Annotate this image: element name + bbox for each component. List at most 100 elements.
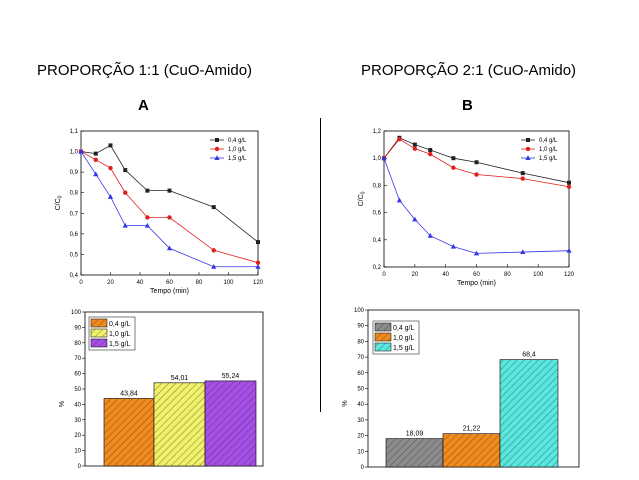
A-line-legend-marker-3	[214, 155, 220, 160]
B-line-x-tick-label: 60	[473, 272, 480, 278]
B-bar-y-tick-label: 0	[361, 465, 365, 471]
A-line-series-1-point	[167, 188, 172, 193]
A-line-y-axis-label: C/C0	[55, 195, 64, 210]
A-bar-legend-label-3: 1,5 g/L	[109, 341, 131, 348]
A-line-y-tick-label: 0,5	[70, 252, 79, 258]
A-bar-bar-value-label-2: 54,01	[171, 375, 189, 382]
A-line-series-3-point	[93, 171, 99, 177]
A-line-series-2-point	[93, 157, 98, 162]
B-line-series-2-point	[474, 172, 479, 177]
B-line-series-1-point	[474, 160, 479, 165]
B-line-series-3-point	[450, 243, 456, 249]
A-line-y-tick-label: 1,1	[70, 129, 79, 135]
A-line-x-tick-label: 80	[196, 280, 203, 286]
A-line-y-tick-label: 1,0	[70, 150, 79, 156]
heading-left: PROPORÇÃO 1:1 (CuO-Amido)	[37, 62, 253, 79]
B-line-series-3-point	[396, 197, 403, 203]
B-bar-y-tick-label: 60	[357, 371, 364, 377]
A-line-series-3-point	[122, 222, 128, 228]
B-line-series-2-point	[520, 176, 525, 181]
B-line-legend-marker-3	[525, 155, 531, 160]
B-line-series-3-point	[427, 232, 433, 238]
B-line-y-tick-label: 0,2	[373, 265, 382, 271]
B-line-x-tick-label: 80	[504, 272, 511, 278]
A-bar-bar-hatch-2	[154, 382, 205, 466]
A-bar-y-axis-label: %	[59, 401, 66, 407]
B-line-series-3-point	[412, 216, 418, 222]
A-line-series-line-3	[80, 151, 258, 268]
A-line-plot-frame	[80, 130, 259, 276]
A-line-x-tick-label: 120	[253, 280, 264, 286]
B-bar-bar-value-label-1: 18,09	[406, 431, 424, 438]
B-line-series-line-2	[383, 138, 570, 188]
B-bar-y-tick-label: 100	[354, 308, 365, 314]
A-line-legend-label-3: 1,5 g/L	[228, 156, 247, 162]
B-bar-y-tick-label: 40	[357, 402, 364, 408]
B-line-y-tick-label: 1,0	[373, 156, 382, 162]
A-line-series-3-point	[211, 263, 217, 269]
B-line-series-2-point	[397, 136, 402, 142]
B-line-y-tick-label: 0,4	[373, 238, 382, 244]
B-bar-bar-hatch-2	[443, 433, 500, 467]
B-line-series-3-point	[473, 250, 480, 256]
A-bar-y-tick-label: 20	[74, 433, 81, 439]
A-line-y-tick-label: 0,9	[70, 170, 79, 176]
B-line-x-tick-label: 120	[564, 272, 575, 278]
B-bar-y-tick-label: 80	[357, 339, 364, 345]
A-line-series-1-point	[211, 205, 216, 210]
B-bar-bar-value-label-2: 21,22	[463, 426, 481, 433]
A-bar-legend-label-1: 0,4 g/L	[109, 321, 131, 328]
B-line-series-1-point	[520, 171, 525, 176]
B-line-x-tick-label: 100	[533, 272, 544, 278]
A-line-x-tick-label: 100	[223, 280, 234, 286]
A-line-series-1-point	[256, 240, 260, 245]
B-line-x-tick-label: 40	[442, 272, 449, 278]
B-line-legend-label-1: 0,4 g/L	[539, 138, 558, 144]
B-line-y-tick-label: 0,6	[373, 211, 382, 217]
B-bar-legend-label-3: 1,5 g/L	[393, 345, 415, 352]
A-line-legend-label-1: 0,4 g/L	[228, 138, 247, 144]
B-bar-legend-swatch-hatch-1	[375, 323, 391, 331]
B-bar-bar-value-label-3: 68,4	[522, 352, 536, 359]
A-bar-y-tick-label: 30	[74, 418, 81, 424]
B-line-x-axis-label: Tempo (min)	[457, 280, 496, 287]
A-bar-bar-hatch-1	[104, 398, 154, 466]
B-bar-y-tick-label: 90	[357, 324, 364, 330]
A-bar-legend-swatch-hatch-2	[91, 329, 107, 337]
A-line-series-2-point	[145, 215, 150, 220]
A-line-series-3-point	[107, 194, 114, 199]
A-line-series-2-point	[255, 260, 261, 265]
B-line-y-tick-label: 1,2	[373, 129, 382, 135]
A-bar-bar-value-label-3: 55,24	[222, 373, 240, 380]
B-line-plot-frame	[383, 130, 570, 268]
A-line-legend-marker-1	[215, 138, 219, 142]
B-line-x-tick-label: 20	[411, 272, 418, 278]
label-b: B	[462, 97, 473, 114]
A-bar-y-tick-label: 60	[74, 372, 81, 378]
A-bar-y-tick-label: 10	[74, 449, 81, 455]
A-bar-y-tick-label: 80	[74, 341, 81, 347]
B-bar-legend-frame	[372, 320, 420, 355]
B-bar-legend-label-1: 0,4 g/L	[393, 325, 415, 332]
A-line-series-1-point	[123, 168, 128, 173]
A-line-series-3-point	[166, 245, 173, 251]
B-bar-legend-label-2: 1,0 g/L	[393, 335, 415, 342]
B-line-series-line-3	[383, 158, 570, 254]
B-bar-bar-hatch-3	[500, 359, 558, 467]
A-line-series-3-point	[255, 263, 261, 269]
A-bar-y-tick-label: 100	[71, 310, 82, 316]
B-line-legend-label-2: 1,0 g/L	[539, 147, 558, 153]
A-line-series-2-point	[123, 190, 128, 195]
B-line-series-2-point	[566, 184, 572, 189]
A-line-x-axis-label: Tempo (min)	[150, 288, 189, 295]
A-bar-legend-label-2: 1,0 g/L	[109, 331, 131, 338]
A-line-series-1-point	[145, 188, 150, 193]
B-line-series-2-point	[412, 146, 418, 151]
A-line-series-1-point	[93, 151, 98, 156]
B-bar-y-tick-label: 50	[357, 387, 364, 393]
A-line-series-2-point	[108, 165, 113, 171]
B-line-y-axis-label: C/C0	[358, 191, 367, 206]
B-line-series-3-point	[566, 247, 572, 253]
A-line-series-line-1	[80, 144, 259, 243]
A-line-y-tick-label: 0,6	[70, 232, 79, 238]
